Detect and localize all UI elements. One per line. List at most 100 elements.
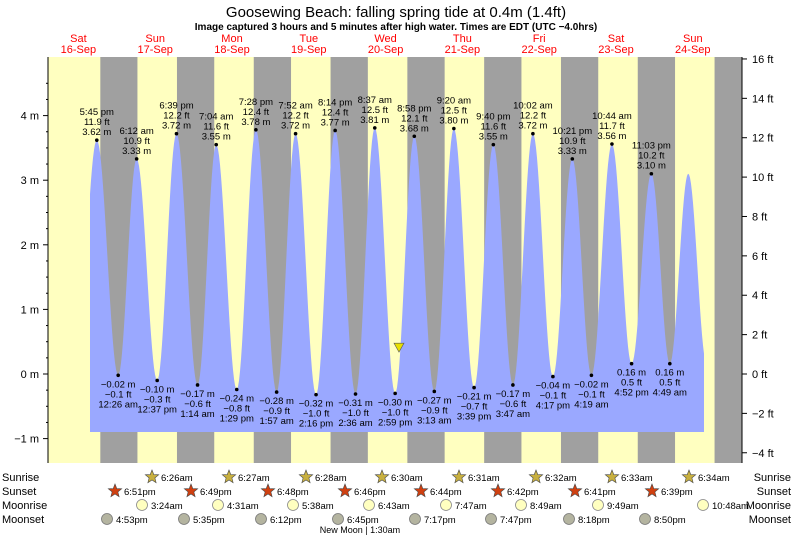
low-tide-point xyxy=(432,389,437,394)
low-tide-point xyxy=(511,383,515,387)
moonrise-icon xyxy=(592,499,604,511)
high-tide-point xyxy=(531,131,535,136)
day-date: 19-Sep xyxy=(291,44,326,56)
low-tide-point xyxy=(195,383,200,387)
night-band xyxy=(714,57,742,463)
low-tide-metres: −0.27 m xyxy=(417,395,452,406)
sunrise-time: 6:32am xyxy=(545,473,577,484)
sunrise-time: 6:27am xyxy=(238,473,270,484)
low-tide-point xyxy=(668,361,672,366)
moonrise-icon xyxy=(136,499,148,511)
low-tide-feet: −0.9 ft xyxy=(421,405,448,416)
sunset-icon xyxy=(107,483,123,498)
current-level-marker xyxy=(393,342,405,353)
low-tide-point xyxy=(551,374,555,379)
moonrise-icon xyxy=(363,499,375,511)
low-tide-metres: −0.02 m xyxy=(574,379,609,390)
high-tide-point xyxy=(95,138,99,142)
high-tide-feet: 12.5 ft xyxy=(362,105,389,116)
low-tide-time: 1:57 am xyxy=(259,416,293,427)
left-tick-label: 1 m xyxy=(21,304,39,316)
moonrise-icon xyxy=(440,499,452,511)
moonrise-time: 9:49am xyxy=(607,501,639,512)
high-tide-metres: 3.10 m xyxy=(637,161,666,172)
day-date: 17-Sep xyxy=(137,44,172,56)
high-tide-point xyxy=(570,157,575,161)
low-tide-feet: −0.1 ft xyxy=(540,391,567,402)
moonrise-time: 10:48am xyxy=(712,501,749,512)
high-tide-feet: 12.2 ft xyxy=(520,111,547,122)
axes: 4 m 3 m 2 m 1 m 0 m −1 m 16 ft 14 ft 12 ft 10 ft 8… xyxy=(14,54,774,463)
sunrise-icon xyxy=(221,469,237,484)
moonset-time: 7:17pm xyxy=(424,515,456,526)
low-tide-point xyxy=(314,392,318,397)
low-tide-feet: −0.9 ft xyxy=(263,406,290,417)
high-tide-point xyxy=(372,126,377,130)
low-tide-point xyxy=(472,385,476,390)
high-tide-metres: 3.68 m xyxy=(400,123,429,134)
chart-subtitle: Image captured 3 hours and 5 minutes aft… xyxy=(195,22,597,33)
day-name: Wed xyxy=(374,33,396,45)
current-level-triangle xyxy=(393,342,405,353)
almanac-row-label-right: Sunset xyxy=(757,486,791,498)
sunset-icon xyxy=(413,483,429,498)
low-tide-time: 12:26 am xyxy=(98,399,138,410)
right-tick-label: 8 ft xyxy=(752,211,767,223)
high-tide-feet: 10.2 ft xyxy=(638,151,665,162)
low-tide-time: 1:29 pm xyxy=(220,414,254,425)
high-tide-metres: 3.55 m xyxy=(479,132,508,143)
low-tide-point xyxy=(589,373,594,378)
high-tide-point xyxy=(452,126,456,131)
high-tide-point xyxy=(412,134,417,139)
sunrise-icon xyxy=(451,469,467,484)
sunrise-icon xyxy=(298,469,314,484)
low-tide-time: 1:14 am xyxy=(180,409,214,420)
right-tick-label: 16 ft xyxy=(752,54,773,66)
day-name: Sun xyxy=(683,33,703,45)
moonset-icon xyxy=(485,513,497,525)
day-name: Sat xyxy=(608,33,625,45)
high-tide-feet: 12.1 ft xyxy=(401,113,428,124)
low-tide-metres: −0.02 m xyxy=(101,379,136,390)
left-tick-label: 4 m xyxy=(21,111,39,123)
high-tide-metres: 3.80 m xyxy=(439,116,468,127)
sunrise-icon xyxy=(604,469,620,484)
high-tide-time: 10:44 am xyxy=(592,111,632,122)
sun-moon-table: Sunrise Sunrise Sunset Sunset Moonrise Moonri… xyxy=(2,469,791,526)
moonrise-icon xyxy=(515,499,527,511)
low-tide-point xyxy=(629,361,634,366)
sunset-icon xyxy=(260,483,276,498)
high-tide-point xyxy=(333,128,337,133)
moonset-icon xyxy=(639,513,651,525)
day-date: 23-Sep xyxy=(598,44,633,56)
moonset-icon xyxy=(101,513,113,525)
low-tide-time: 2:59 pm xyxy=(378,417,412,428)
day-name: Sun xyxy=(145,33,165,45)
low-tide-time: 4:52 pm xyxy=(614,388,648,399)
almanac-row-label-left: Moonset xyxy=(2,514,44,526)
high-tide-feet: 11.9 ft xyxy=(84,117,110,128)
sunrise-time: 6:31am xyxy=(468,473,500,484)
high-tide-metres: 3.72 m xyxy=(518,121,547,132)
low-tide-metres: −0.31 m xyxy=(338,398,373,409)
moonset-icon xyxy=(409,513,421,525)
tide-area xyxy=(90,128,704,432)
chart-title: Goosewing Beach: falling spring tide at … xyxy=(226,4,566,21)
high-tide-metres: 3.33 m xyxy=(558,146,587,157)
right-tick-label: 14 ft xyxy=(752,93,773,105)
sunrise-time: 6:28am xyxy=(315,473,347,484)
low-tide-metres: 0.16 m xyxy=(655,368,684,379)
high-tide-feet: 12.4 ft xyxy=(243,107,270,118)
moonrise-time: 5:38am xyxy=(302,501,334,512)
low-tide-feet: −0.1 ft xyxy=(578,389,605,400)
low-tide-point xyxy=(116,373,120,378)
sunset-time: 6:49pm xyxy=(200,487,232,498)
low-tide-metres: 0.16 m xyxy=(617,368,646,379)
low-tide-feet: −0.1 ft xyxy=(105,389,132,400)
day-date: 24-Sep xyxy=(675,44,710,56)
almanac-row-label-left: Sunrise xyxy=(2,472,39,484)
high-tide-metres: 3.72 m xyxy=(281,121,310,132)
left-tick-label: 3 m xyxy=(21,175,39,187)
